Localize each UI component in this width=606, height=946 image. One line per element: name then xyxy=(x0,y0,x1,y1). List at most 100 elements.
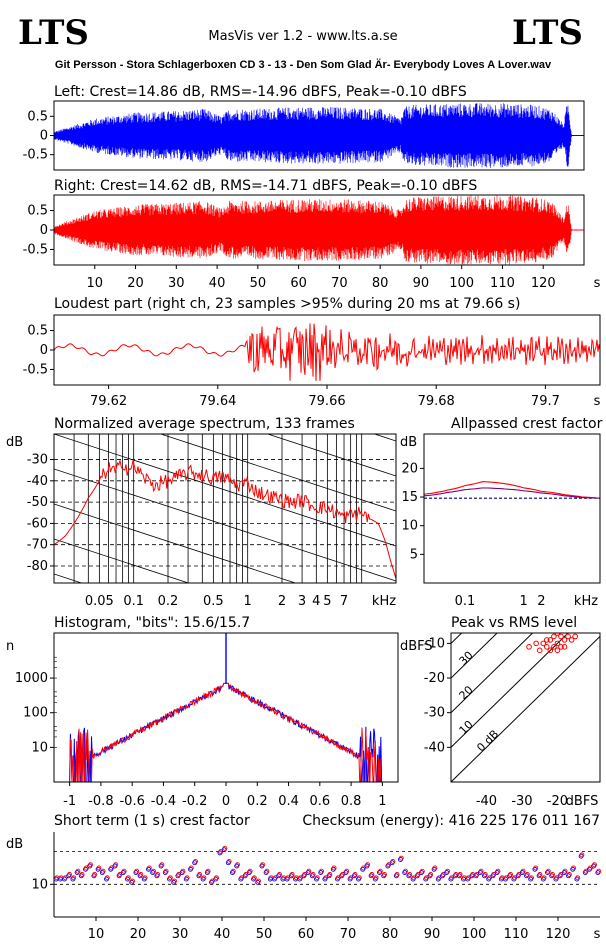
allpass-ytick-label: 15 xyxy=(401,490,418,505)
crest-point-right xyxy=(134,868,140,874)
crest-xtick-label: 80 xyxy=(382,927,399,942)
peak-rms-point xyxy=(551,633,557,640)
crest-point-right xyxy=(247,868,253,874)
peak-rms-xtick-label: -20 xyxy=(547,794,568,809)
crest-point-right xyxy=(365,862,371,868)
peak-rms-ytick-label: -40 xyxy=(424,740,445,755)
allpass-ylabel: dB xyxy=(400,435,417,450)
crest-point-right xyxy=(482,872,488,877)
crest-point-right xyxy=(344,868,350,874)
crest-xtick-label: 60 xyxy=(298,927,315,942)
peak-rms-point xyxy=(558,644,564,650)
checksum-text: Checksum (energy): 416 225 176 011 167 xyxy=(302,813,600,829)
loudest-xtick-label: 79.68 xyxy=(418,394,455,409)
histogram-ytick-label: 100 xyxy=(23,706,48,721)
peak-rms-diagonal-label: 10 xyxy=(457,718,476,737)
spectrum-xunit: kHz xyxy=(372,594,396,609)
crest-point-right xyxy=(566,872,572,877)
right-channel-title: Right: Crest=14.62 dB, RMS=-14.71 dBFS, … xyxy=(54,178,477,194)
peak-rms-point xyxy=(543,644,550,650)
histogram-xtick-label: 1 xyxy=(378,794,386,809)
peak-rms-ytick-label: -30 xyxy=(424,706,445,721)
spectrum-ytick-label: -80 xyxy=(27,559,48,574)
crest-xtick-label: 70 xyxy=(340,927,357,942)
right-xtick-label: 120 xyxy=(531,276,556,291)
crest-point-right xyxy=(537,872,543,877)
crest-ylabel: dB xyxy=(6,837,23,852)
crest-point-right xyxy=(306,868,312,874)
crest-point-right xyxy=(130,878,135,884)
spectrum-xtick-label: 4 xyxy=(312,594,320,609)
right-xtick-label: 30 xyxy=(168,276,185,291)
allpass-series-0 xyxy=(423,481,601,499)
peak-rms-point xyxy=(536,647,543,654)
peak-rms-point xyxy=(547,637,554,643)
histogram-right-pos xyxy=(226,682,383,783)
spectrum-ytick-label: -50 xyxy=(27,495,48,510)
spectrum-title: Normalized average spectrum, 133 frames xyxy=(54,416,355,432)
crest-point-right xyxy=(172,878,177,884)
peak-rms-point xyxy=(554,647,561,654)
histogram-xtick-label: 0.8 xyxy=(341,794,362,809)
crest-point-right xyxy=(193,858,198,864)
spectrum-slope-line xyxy=(54,679,396,791)
crest-point-right xyxy=(138,872,144,877)
spectrum-frame xyxy=(53,433,397,584)
crest-point-right xyxy=(356,875,362,881)
crest-point-right xyxy=(541,875,547,881)
spectrum-grid xyxy=(54,434,396,791)
right-xtick-label: 80 xyxy=(372,276,389,291)
short-term-crest-plot: Short term (1 s) crest factor Checksum (… xyxy=(6,813,602,942)
histogram-xtick-label: 0 xyxy=(222,794,230,809)
crest-point-right xyxy=(151,868,156,874)
right-xtick-label: 10 xyxy=(86,276,103,291)
crest-point-right xyxy=(155,872,161,877)
left-channel-waveform: Left: Crest=14.86 dB, RMS=-14.96 dBFS, P… xyxy=(23,84,585,171)
crest-point-right xyxy=(394,872,400,877)
crest-point-right xyxy=(390,858,396,864)
left-channel-title: Left: Crest=14.86 dB, RMS=-14.96 dBFS, P… xyxy=(54,84,467,100)
crest-point-right xyxy=(146,865,152,871)
crest-point-right xyxy=(92,872,98,877)
histogram-left-pos xyxy=(226,682,383,783)
crest-point-right xyxy=(352,872,358,877)
right-xtick-label: 70 xyxy=(331,276,348,291)
crest-point-right xyxy=(256,878,261,884)
loudest-xtick-label: 79.7 xyxy=(531,394,560,409)
crest-point-right xyxy=(373,875,379,881)
crest-point-right xyxy=(529,875,534,881)
crest-point-right xyxy=(445,868,450,874)
right-xtick-label: 110 xyxy=(490,276,515,291)
allpass-xtick-label: 1 xyxy=(520,594,528,609)
allpass-xtick-label: 0.1 xyxy=(455,594,476,609)
spectrum-ytick-label: -60 xyxy=(27,516,48,531)
crest-point-right xyxy=(235,862,240,868)
peak-rms-diagonal-label: 0 dB xyxy=(474,728,501,755)
loudest-signal xyxy=(53,323,601,381)
crest-point-right xyxy=(121,868,127,874)
peak-rms-diagonal xyxy=(451,635,600,782)
peak-rms-point xyxy=(565,633,571,640)
crest-xunit-label: s xyxy=(594,927,601,942)
crest-xtick-label: 50 xyxy=(256,927,273,942)
crest-point-right xyxy=(214,875,219,881)
crest-point-right xyxy=(104,875,110,881)
loudest-part-plot: Loudest part (right ch, 23 samples >95% … xyxy=(23,296,601,409)
crest-point-right xyxy=(113,862,119,868)
spectrum-xtick-label: 1 xyxy=(244,594,252,609)
allpass-frame xyxy=(423,433,601,584)
crest-point-right xyxy=(579,852,585,858)
histogram-xtick-label: -0.6 xyxy=(119,794,144,809)
allpass-ytick-label: 5 xyxy=(410,547,418,562)
spectrum-ytick-label: -30 xyxy=(27,453,48,468)
peak-rms-point xyxy=(554,640,561,647)
histogram-xtick-label: 0.6 xyxy=(309,794,330,809)
histogram-xtick-label: 0.4 xyxy=(278,794,299,809)
peak-rms-ytick-label: -10 xyxy=(424,636,445,651)
crest-point-right xyxy=(159,862,165,868)
crest-xtick-label: 30 xyxy=(172,927,189,942)
crest-point-right xyxy=(550,872,555,877)
crest-point-right xyxy=(331,865,337,871)
peak-rms-frame xyxy=(450,632,601,783)
